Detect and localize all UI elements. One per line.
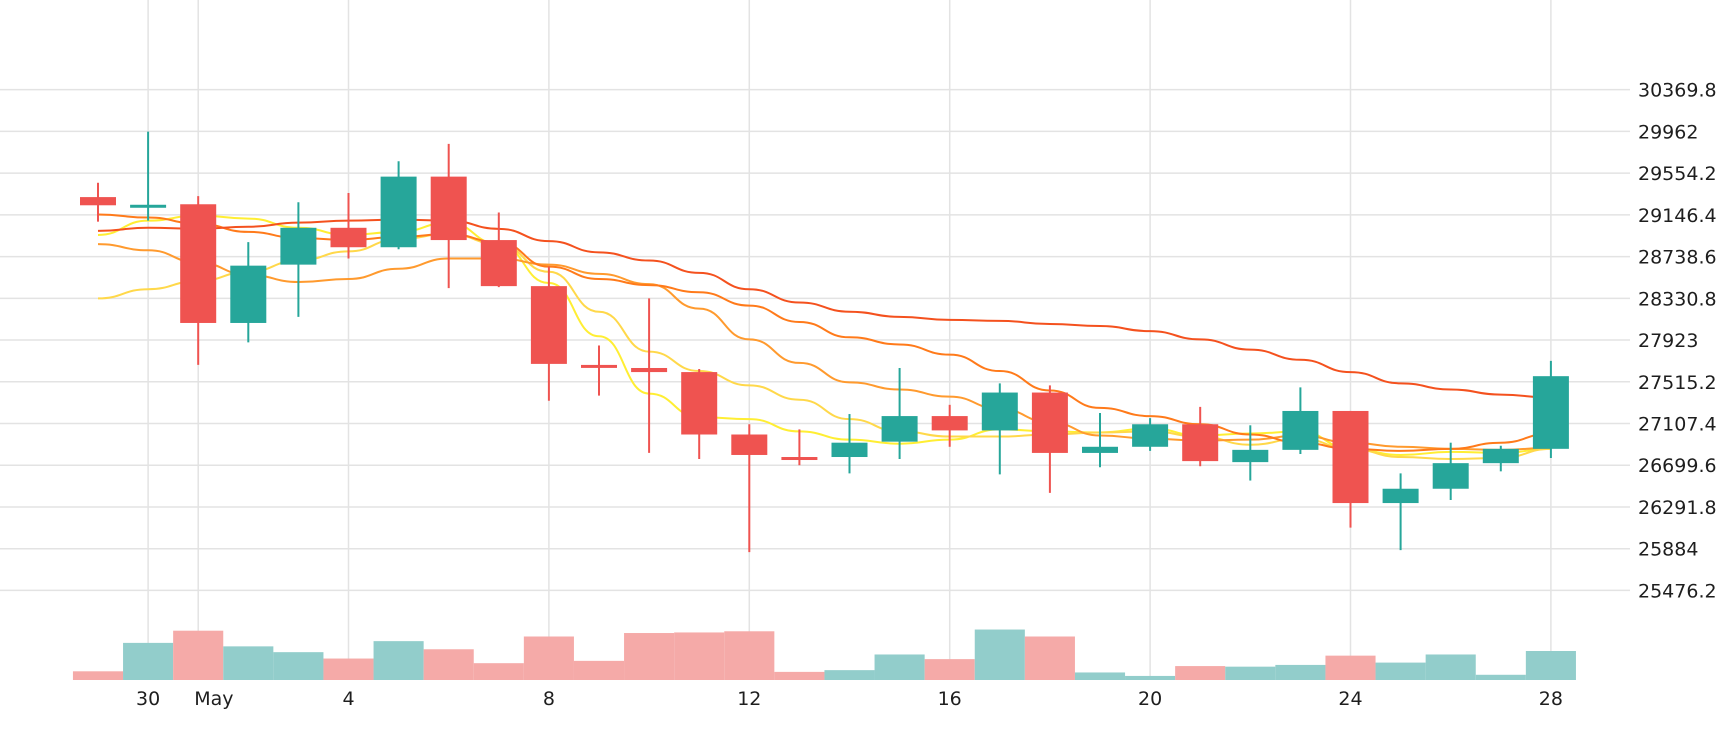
- candle-body: [430, 176, 467, 241]
- volume-bar: [1024, 636, 1075, 680]
- y-tick-label: 29554.2: [1638, 163, 1717, 185]
- volume-bar: [72, 671, 124, 680]
- candle-body: [1031, 392, 1068, 453]
- y-tick-label: 28330.8: [1638, 288, 1717, 310]
- volume-bar: [223, 646, 274, 680]
- volume-bar: [123, 642, 174, 680]
- candle-body: [180, 204, 217, 323]
- candle-body: [1232, 449, 1269, 463]
- x-tick-label: 8: [543, 688, 555, 710]
- volume-bar: [924, 659, 975, 680]
- y-tick-label: 30369.8: [1638, 80, 1717, 102]
- volume-bar: [624, 633, 675, 680]
- volume-bar: [1074, 672, 1126, 680]
- y-tick-label: 29962: [1638, 121, 1698, 143]
- volume-bar: [173, 630, 224, 680]
- x-tick-label: 30: [136, 688, 160, 710]
- volume-bar: [724, 631, 775, 680]
- y-tick-label: 29146.4: [1638, 205, 1717, 227]
- candle-body: [1282, 410, 1319, 450]
- x-tick-label: 12: [737, 688, 761, 710]
- y-tick-label: 28738.6: [1638, 247, 1717, 269]
- volume-bar: [824, 670, 875, 680]
- volume-bar: [1125, 675, 1176, 680]
- volume-bar: [1425, 654, 1476, 680]
- volume-bar: [273, 652, 324, 680]
- candle-body: [1432, 463, 1469, 489]
- volume-bar: [874, 654, 925, 680]
- y-tick-label: 25476.2: [1638, 580, 1717, 602]
- candle-body: [380, 176, 417, 248]
- candle-body: [1482, 448, 1519, 464]
- candle-body: [1132, 424, 1169, 447]
- candle-body: [330, 227, 367, 248]
- x-axis: 30 May 4 8 12 16 20 24 28: [136, 688, 1563, 710]
- volume-bar: [1525, 651, 1576, 680]
- volume-bar: [1325, 655, 1376, 680]
- candle-body: [80, 197, 116, 206]
- candle-body: [781, 457, 818, 461]
- candle-body: [480, 240, 517, 287]
- grid-lines: [0, 0, 1630, 680]
- candle-body: [581, 364, 617, 368]
- volume-bar: [1225, 666, 1276, 680]
- candle-body: [1532, 376, 1569, 449]
- volume-bar: [974, 629, 1025, 680]
- x-tick-label: May: [194, 688, 233, 710]
- x-tick-label: 24: [1338, 688, 1362, 710]
- volume-bar: [1175, 666, 1226, 680]
- candle-body: [280, 227, 317, 265]
- candle-body: [1082, 446, 1118, 453]
- candle-body: [530, 286, 567, 364]
- x-tick-label: 16: [938, 688, 962, 710]
- y-tick-label: 27923: [1638, 330, 1698, 352]
- volume-bar: [1275, 664, 1326, 680]
- volume-bar: [1375, 662, 1426, 680]
- x-tick-label: 4: [342, 688, 354, 710]
- volume-bar: [373, 641, 424, 680]
- y-tick-label: 26699.6: [1638, 455, 1717, 477]
- candle-body: [681, 372, 718, 435]
- volume-bar: [1475, 674, 1526, 680]
- candle-body: [1332, 410, 1369, 504]
- volume-bar: [573, 660, 625, 680]
- volume-bar: [423, 649, 474, 680]
- volume-bar: [473, 663, 524, 680]
- x-tick-label: 20: [1138, 688, 1162, 710]
- y-axis: 30369.8 29962 29554.2 29146.4 28738.6 28330.8…: [1638, 80, 1717, 603]
- candle-body: [831, 442, 868, 458]
- candle-body: [130, 204, 167, 208]
- y-tick-label: 25884: [1638, 539, 1698, 561]
- candle-body: [1182, 424, 1219, 462]
- x-tick-label: 28: [1539, 688, 1563, 710]
- candle-body: [230, 265, 267, 323]
- candle-body: [981, 392, 1018, 431]
- candle-body: [1382, 488, 1419, 504]
- y-tick-label: 27107.4: [1638, 414, 1717, 436]
- candles: [80, 131, 1569, 553]
- candle-body: [631, 367, 668, 373]
- volume-bar: [323, 658, 374, 680]
- moving-average-line: [97, 218, 1551, 399]
- y-tick-label: 27515.2: [1638, 372, 1717, 394]
- y-tick-label: 26291.8: [1638, 497, 1717, 519]
- volume-bar: [774, 671, 825, 680]
- candle-body: [731, 434, 768, 455]
- volume-bar: [674, 632, 725, 680]
- volume-bar: [523, 636, 574, 680]
- volume-bars: [72, 629, 1576, 680]
- candle-body: [881, 416, 918, 442]
- candle-body: [931, 416, 968, 431]
